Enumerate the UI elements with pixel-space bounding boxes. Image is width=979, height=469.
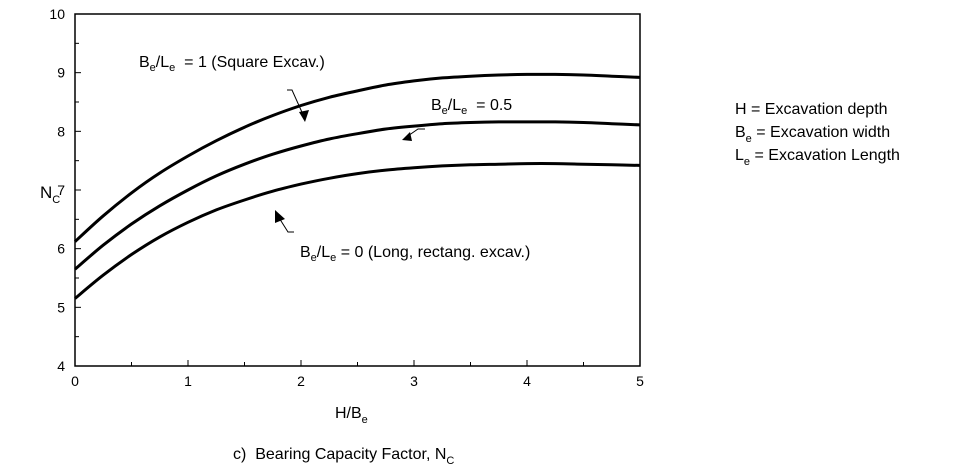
figure-caption: c) Bearing Capacity Factor, NC	[233, 446, 454, 467]
curve-label-square: Be/Le = 1 (Square Excav.)	[139, 54, 325, 74]
curve-label-half: Be/Le = 0.5	[431, 97, 512, 117]
y-tick-label: 8	[57, 123, 65, 139]
legend-notes: H = Excavation depth Be = Excavation wid…	[735, 101, 900, 168]
legend-note-length: Le = Excavation Length	[735, 147, 900, 168]
x-tick-label: 4	[523, 373, 531, 389]
x-axis-label: H/Be	[335, 405, 368, 426]
legend-note-width: Be = Excavation width	[735, 124, 890, 145]
axis-ticks: 0 1 2 3 4 5 4 5 6 7 8 9 10	[49, 6, 644, 389]
y-tick-label: 10	[49, 6, 65, 22]
curves	[73, 72, 641, 300]
y-tick-label: 4	[57, 358, 65, 374]
x-tick-label: 3	[410, 373, 418, 389]
curve-annotations: Be/Le = 1 (Square Excav.) Be/Le = 0.5 Be…	[139, 54, 530, 264]
leader-line-1	[287, 89, 306, 120]
series-line-1	[74, 120, 641, 271]
x-tick-label: 2	[297, 373, 305, 389]
leader-arrow-2	[402, 132, 412, 141]
x-tick-label: 0	[71, 373, 79, 389]
curve-label-long: Be/Le = 0 (Long, rectang. excav.)	[300, 244, 530, 264]
x-tick-label: 5	[636, 373, 644, 389]
legend-note-depth: H = Excavation depth	[735, 101, 888, 118]
series-line-2	[74, 162, 641, 300]
leader-arrow-3	[275, 210, 285, 223]
y-axis-label: NC	[40, 183, 60, 206]
y-tick-label: 9	[57, 65, 65, 81]
x-tick-label: 1	[184, 373, 192, 389]
y-tick-label: 6	[57, 241, 65, 257]
y-tick-label: 5	[57, 299, 65, 315]
y-tick-label: 7	[57, 182, 65, 198]
leader-arrow-1	[299, 110, 309, 122]
series-line-0	[73, 72, 641, 243]
